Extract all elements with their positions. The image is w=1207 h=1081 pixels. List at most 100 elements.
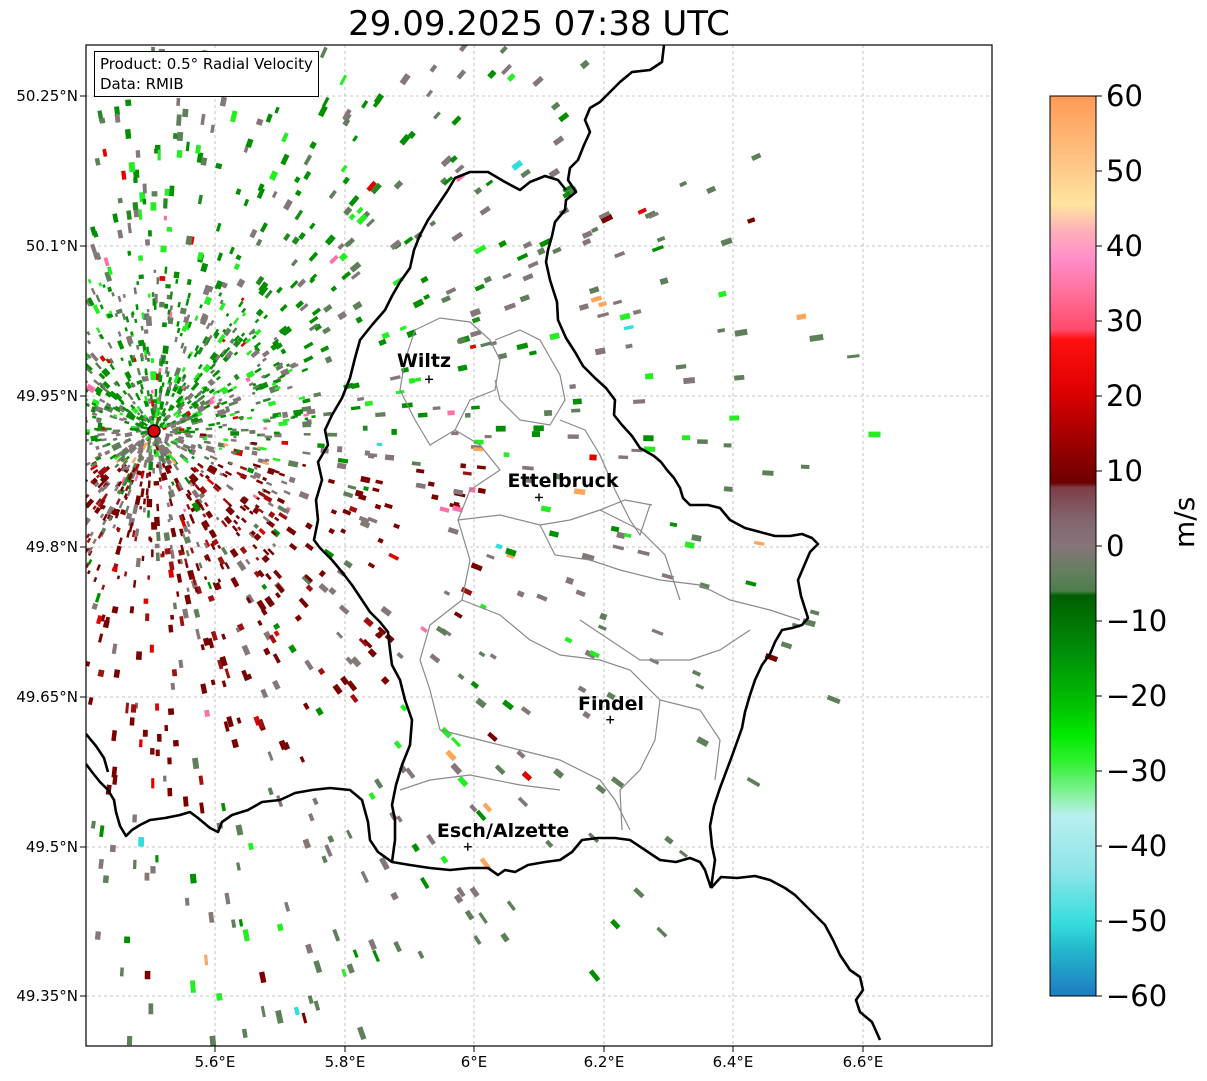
- radar-pixel: [245, 376, 251, 383]
- radar-pixel: [352, 301, 363, 311]
- radar-pixel: [342, 176, 350, 185]
- radar-pixel: [239, 417, 244, 421]
- radar-pixel: [303, 433, 311, 436]
- radar-pixel: [94, 438, 102, 442]
- radar-pixel: [336, 446, 343, 453]
- product-label: Product: 0.5° Radial Velocity: [100, 55, 313, 73]
- radar-pixel: [173, 367, 182, 378]
- radar-pixel: [251, 334, 257, 340]
- radar-pixel: [656, 926, 668, 938]
- radar-pixel: [115, 308, 123, 315]
- radar-pixel: [262, 476, 267, 482]
- radar-pixel: [154, 437, 159, 443]
- radar-pixel: [242, 929, 250, 942]
- radar-pixel: [258, 527, 266, 536]
- radar-pixel: [186, 399, 192, 405]
- radar-pixel: [180, 544, 185, 552]
- radar-pixel: [166, 294, 171, 300]
- radar-pixel: [95, 294, 101, 303]
- radar-pixel: [203, 576, 208, 581]
- radar-pixel: [141, 312, 145, 319]
- radar-pixel: [112, 524, 117, 529]
- radar-pixel: [210, 542, 216, 551]
- radar-pixel: [102, 443, 108, 448]
- radar-pixel: [360, 475, 371, 484]
- radar-pixel: [229, 548, 239, 558]
- radar-pixel: [327, 478, 335, 485]
- radar-pixel: [235, 514, 241, 520]
- radar-pixel: [329, 254, 339, 265]
- radar-pixel: [348, 195, 360, 207]
- radar-pixel: [516, 342, 529, 351]
- radar-pixel: [393, 941, 402, 953]
- radar-pixel: [101, 484, 109, 492]
- radar-pixel: [200, 262, 209, 273]
- city-marker: [463, 842, 472, 851]
- radar-pixel: [597, 311, 610, 319]
- radar-pixel: [128, 161, 136, 173]
- radar-pixel: [245, 338, 252, 344]
- radar-pixel: [294, 209, 304, 221]
- radar-pixel: [309, 141, 317, 150]
- radar-pixel: [651, 244, 664, 253]
- radar-pixel: [198, 372, 204, 378]
- radar-pixel: [131, 530, 136, 538]
- radar-pixel: [161, 551, 165, 556]
- radar-pixel: [616, 531, 626, 540]
- radar-pixel: [403, 236, 414, 245]
- radar-pixel: [363, 486, 369, 492]
- radar-pixel: [94, 157, 101, 166]
- radar-pixel: [247, 467, 255, 474]
- radar-pixel: [167, 491, 173, 499]
- radar-pixel: [100, 438, 107, 442]
- radar-pixel: [171, 392, 176, 398]
- radar-pixel: [131, 456, 137, 464]
- radar-pixel: [152, 298, 156, 306]
- radar-pixel: [207, 464, 218, 474]
- radar-pixel: [114, 106, 121, 116]
- lon-label: 6.6°E: [842, 1053, 884, 1071]
- radar-pixel: [380, 676, 390, 685]
- radar-pixel: [142, 342, 147, 351]
- radar-pixel: [230, 450, 237, 455]
- radar-pixel: [109, 453, 117, 460]
- radar-pixel: [200, 113, 206, 126]
- radar-pixel: [158, 374, 163, 383]
- radar-pixel: [233, 263, 241, 271]
- radar-pixel: [425, 89, 434, 98]
- radar-pixel: [272, 414, 279, 418]
- radar-pixel: [780, 641, 793, 650]
- radar-pixel: [238, 919, 244, 927]
- radar-pixel: [341, 968, 347, 978]
- radar-pixel: [207, 581, 213, 590]
- map-frame: [85, 44, 993, 1047]
- radar-pixel: [637, 549, 650, 557]
- radar-pixel: [187, 415, 194, 420]
- radar-pixel: [233, 335, 240, 342]
- radar-pixel: [134, 318, 138, 323]
- axis-ticks: [80, 95, 864, 1052]
- radar-pixel: [225, 506, 235, 516]
- radar-pixel: [208, 423, 215, 427]
- radar-pixel: [239, 546, 248, 555]
- country-borders: [86, 45, 882, 1041]
- radar-pixel: [550, 101, 561, 111]
- radar-pixel: [212, 370, 220, 378]
- radar-pixel: [389, 375, 401, 381]
- radar-pixel: [183, 558, 188, 563]
- radar-pixel: [150, 748, 155, 755]
- radar-pixel: [87, 546, 93, 554]
- radar-pixel: [243, 504, 250, 511]
- radar-pixel: [420, 275, 429, 284]
- radar-pixel: [197, 251, 204, 261]
- radar-pixel: [380, 605, 392, 617]
- radar-pixel: [221, 387, 229, 395]
- radar-pixel: [255, 118, 264, 126]
- radar-pixel: [168, 453, 175, 461]
- radar-pixel: [565, 576, 575, 585]
- radar-pixel: [194, 315, 199, 322]
- radar-pixel: [203, 296, 212, 306]
- radar-pixel: [119, 412, 124, 416]
- radar-pixel: [408, 377, 416, 384]
- radar-pixel: [177, 410, 183, 416]
